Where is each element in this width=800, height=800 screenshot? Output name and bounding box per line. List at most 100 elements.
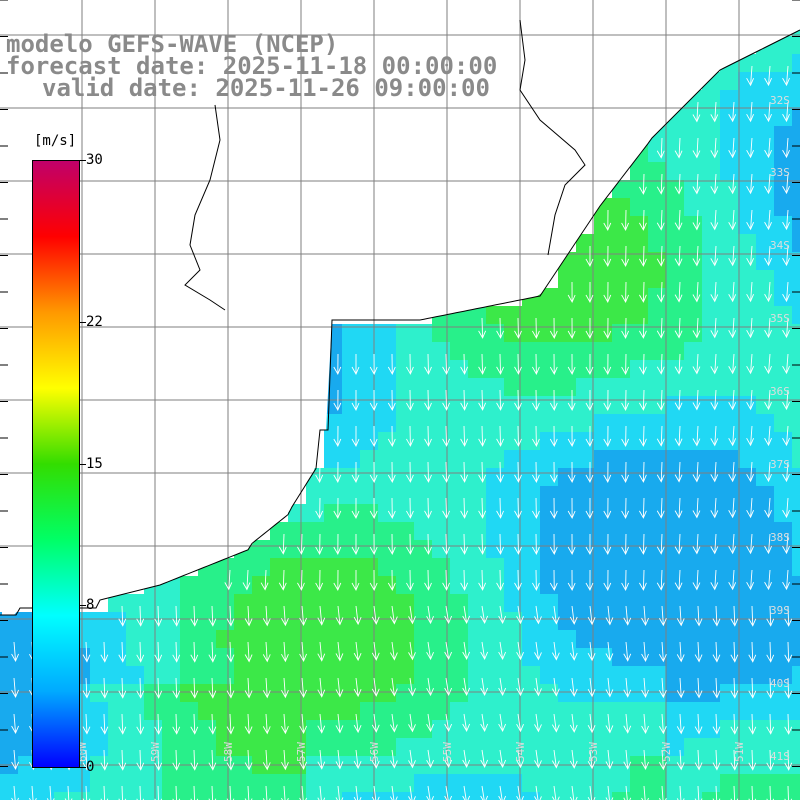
lon-label: 57W — [295, 742, 308, 762]
wind-speed-cell — [234, 594, 253, 613]
wind-speed-cell — [720, 684, 739, 703]
wind-speed-cell — [738, 288, 757, 307]
wind-arrow — [353, 785, 362, 800]
lat-label: 33S — [770, 166, 790, 179]
wind-speed-cell — [774, 630, 793, 649]
wind-speed-cell — [648, 702, 667, 721]
wind-speed-cell — [270, 612, 289, 631]
wind-speed-cell — [540, 486, 559, 505]
colorbar-tick-mark — [80, 160, 86, 161]
wind-speed-cell — [576, 414, 595, 433]
wind-speed-cell — [720, 306, 739, 325]
wind-speed-cell — [576, 522, 595, 541]
wind-arrow — [317, 605, 326, 626]
wind-speed-cell — [522, 594, 541, 613]
wind-arrow — [208, 605, 217, 627]
wind-speed-cell — [558, 684, 577, 703]
wind-speed-cell — [684, 684, 703, 703]
wind-speed-cell — [396, 342, 415, 361]
wind-speed-cell — [414, 432, 433, 451]
wind-speed-cell — [432, 414, 451, 433]
wind-speed-cell — [252, 648, 271, 667]
wind-speed-cell — [378, 612, 397, 631]
wind-arrow — [569, 605, 578, 625]
wind-speed-cell — [378, 486, 397, 505]
wind-speed-cell — [594, 612, 613, 631]
wind-arrow — [389, 605, 398, 625]
wind-arrow — [424, 569, 432, 591]
wind-arrow — [281, 785, 289, 800]
wind-speed-cell — [378, 468, 397, 487]
wind-arrow — [603, 245, 612, 267]
wind-speed-cell — [522, 702, 541, 721]
wind-speed-cell — [72, 774, 91, 793]
wind-speed-cell — [216, 612, 235, 631]
wind-arrow — [674, 281, 683, 303]
wind-arrow — [764, 497, 772, 519]
wind-speed-cell — [486, 432, 505, 451]
wind-speed-cell — [90, 684, 109, 703]
wind-speed-cell — [702, 162, 721, 181]
wind-speed-cell — [414, 468, 433, 487]
wind-speed-cell — [792, 720, 800, 739]
wind-arrow — [389, 785, 398, 800]
wind-speed-cell — [738, 504, 757, 523]
forecast-date: forecast date: 2025-11-18 00:00:00 — [6, 52, 498, 80]
wind-arrow — [371, 641, 380, 661]
wind-arrow — [764, 461, 772, 483]
wind-arrow — [278, 569, 287, 591]
wind-arrow — [335, 713, 344, 734]
wind-arrow — [764, 389, 772, 411]
wind-arrow — [534, 605, 542, 625]
wind-arrow — [676, 605, 685, 627]
wind-arrow — [656, 353, 665, 375]
wind-speed-cell — [522, 666, 541, 685]
wind-speed-cell — [720, 162, 739, 181]
wind-speed-cell — [738, 324, 757, 343]
wind-speed-cell — [612, 792, 631, 800]
wind-speed-cell — [738, 414, 757, 433]
wind-speed-cell — [612, 234, 631, 253]
wind-speed-cell — [414, 612, 433, 631]
wind-arrow — [424, 533, 432, 555]
wind-speed-cell — [432, 576, 451, 595]
wind-speed-cell — [648, 432, 667, 451]
wind-speed-cell — [792, 612, 800, 631]
wind-speed-cell — [666, 774, 685, 793]
wind-speed-cell — [414, 342, 433, 361]
wind-arrow — [426, 641, 434, 661]
wind-speed-cell — [450, 378, 469, 397]
wind-speed-cell — [144, 684, 163, 703]
wind-speed-cell — [360, 486, 379, 505]
wind-speed-cell — [630, 270, 649, 289]
wind-speed-cell — [666, 630, 685, 649]
wind-speed-cell — [594, 486, 613, 505]
wind-speed-cell — [162, 666, 181, 685]
coastline-path — [0, 29, 800, 616]
wind-speed-cell — [684, 594, 703, 613]
wind-speed-cell — [306, 630, 325, 649]
wind-speed-cell — [756, 54, 775, 73]
wind-speed-cell — [378, 522, 397, 541]
wind-arrow — [730, 641, 739, 663]
wind-arrow — [710, 353, 719, 375]
wind-speed-cell — [720, 180, 739, 199]
wind-arrow — [462, 785, 471, 800]
wind-arrow — [656, 245, 665, 267]
wind-speed-cell — [270, 576, 289, 595]
wind-speed-cell — [684, 792, 703, 800]
wind-speed-cell — [486, 702, 505, 721]
wind-arrow — [639, 209, 647, 231]
wind-speed-cell — [756, 144, 775, 163]
wind-speed-cell — [216, 576, 235, 595]
wind-arrow — [766, 605, 775, 627]
wind-speed-cell — [666, 432, 685, 451]
wind-speed-cell — [720, 234, 739, 253]
wind-speed-cell — [576, 270, 595, 289]
wind-arrow — [532, 425, 540, 447]
wind-speed-cell — [324, 792, 343, 800]
wind-arrow — [351, 461, 360, 484]
wind-speed-cell — [540, 450, 559, 469]
wind-speed-cell — [756, 540, 775, 559]
wind-arrow — [82, 749, 91, 771]
